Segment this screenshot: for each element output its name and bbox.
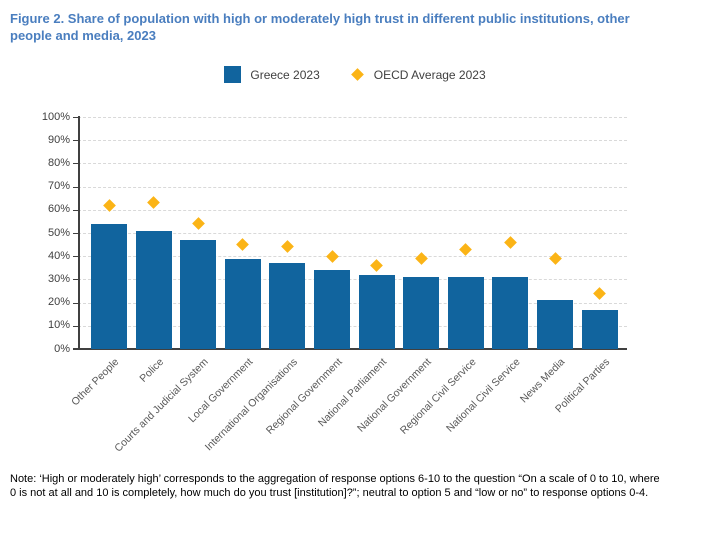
x-axis-label-other-people: Other People	[69, 356, 122, 409]
y-axis-label-10: 10%	[47, 319, 70, 332]
oecd-marker-local-government	[236, 238, 250, 251]
y-axis-label-90: 90%	[47, 133, 70, 146]
y-axis-tick-70	[73, 186, 78, 188]
x-axis-line	[73, 348, 627, 350]
y-axis-label-20: 20%	[47, 296, 70, 309]
y-axis-label-40: 40%	[47, 249, 70, 262]
gridline-10	[78, 325, 627, 327]
y-axis-line	[78, 116, 80, 349]
oecd-marker-news-media	[548, 252, 562, 265]
gridline-100	[78, 117, 627, 118]
y-axis-tick-10	[73, 325, 78, 327]
x-axis-label-regional-government: Regional Government	[263, 356, 345, 437]
oecd-marker-regional-civil-service	[459, 242, 473, 256]
gridline-30	[78, 279, 627, 281]
y-axis-label-60: 60%	[47, 203, 70, 216]
chart-legend: Greece 2023 OECD Average 2023	[0, 66, 710, 83]
oecd-marker-police	[147, 196, 160, 210]
x-axis-label-regional-civil-service: Regional Civil Service	[397, 356, 479, 437]
x-axis-label-national-government: National Government	[355, 356, 434, 435]
bar-national-parliament	[358, 274, 395, 349]
bar-political-parties	[581, 309, 618, 349]
gridline-50	[78, 233, 627, 234]
y-axis-label-80: 80%	[47, 156, 70, 169]
gridline-90	[78, 140, 627, 142]
oecd-marker-national-government	[414, 252, 428, 265]
y-axis-label-0: 0%	[54, 342, 70, 355]
oecd-marker-international-organisations	[281, 240, 294, 254]
bar-courts-and-judicial-system	[180, 239, 217, 349]
bar-other-people	[91, 223, 127, 349]
y-axis-label-30: 30%	[47, 272, 70, 285]
bar-news-media	[537, 300, 573, 349]
bar-national-civil-service	[492, 277, 529, 349]
y-axis-tick-40	[73, 256, 78, 258]
bar-regional-civil-service	[447, 277, 484, 349]
y-axis-label-100: 100%	[41, 110, 70, 123]
bar-local-government	[224, 258, 261, 349]
gridline-40	[78, 256, 627, 258]
y-axis-label-70: 70%	[47, 180, 70, 193]
oecd-marker-political-parties	[593, 286, 606, 300]
legend-oecd-label: OECD Average 2023	[373, 67, 486, 82]
x-axis-label-national-civil-service: National Civil Service	[444, 356, 523, 435]
legend-greece-label: Greece 2023	[250, 67, 320, 82]
gridline-20	[78, 302, 627, 304]
oecd-marker-courts-and-judicial-system	[191, 217, 205, 231]
oecd-marker-regional-government	[325, 249, 339, 263]
gridline-80	[78, 163, 627, 165]
y-axis-label-50: 50%	[47, 226, 70, 239]
gridline-60	[78, 209, 627, 211]
y-axis-tick-100	[73, 117, 78, 118]
y-axis-tick-60	[73, 209, 78, 211]
y-axis-tick-50	[73, 233, 78, 234]
gridline-70	[78, 186, 627, 188]
figure-title: Figure 2. Share of population with high …	[10, 11, 630, 43]
figure-note: Note: ‘High or moderately high’ correspo…	[10, 473, 660, 499]
y-axis-tick-80	[73, 163, 78, 165]
bar-international-organisations	[269, 263, 306, 349]
legend-greece-square-icon	[224, 66, 242, 83]
y-axis-tick-90	[73, 140, 78, 142]
oecd-marker-national-civil-service	[504, 235, 517, 249]
y-axis-tick-20	[73, 302, 78, 304]
bar-police	[135, 230, 172, 349]
x-axis-label-police: Police	[137, 356, 167, 385]
y-axis-tick-30	[73, 279, 78, 281]
oecd-marker-national-parliament	[370, 259, 383, 272]
bar-national-government	[403, 277, 440, 349]
x-axis-label-international-organisations: International Organisations	[202, 356, 300, 454]
bar-regional-government	[314, 270, 350, 349]
